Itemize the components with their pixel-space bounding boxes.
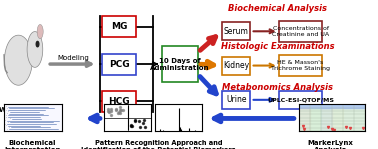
Text: Urine: Urine (226, 95, 246, 104)
Text: HCG: HCG (108, 97, 130, 106)
Text: Histologic Examinations: Histologic Examinations (221, 42, 335, 51)
FancyBboxPatch shape (102, 16, 136, 37)
Text: 10 Days of
Administration: 10 Days of Administration (150, 58, 209, 71)
Text: Biochemical Analysis: Biochemical Analysis (228, 4, 327, 13)
Text: Biochemical
Interpretation: Biochemical Interpretation (4, 140, 60, 149)
FancyBboxPatch shape (162, 46, 197, 82)
Text: Pattern Recognition Approach and
Identification of the Potential Biomarkers: Pattern Recognition Approach and Identif… (81, 140, 236, 149)
FancyBboxPatch shape (102, 54, 136, 74)
Text: Kidney: Kidney (223, 61, 249, 70)
FancyBboxPatch shape (279, 91, 322, 109)
Text: HE & Masson's
Trichrome Staining: HE & Masson's Trichrome Staining (271, 60, 330, 71)
FancyBboxPatch shape (279, 21, 322, 42)
FancyBboxPatch shape (279, 55, 322, 76)
FancyBboxPatch shape (222, 57, 250, 74)
Text: Concentrations of
Creatinine and UA: Concentrations of Creatinine and UA (272, 26, 329, 37)
Text: Serum: Serum (224, 27, 249, 36)
Text: MG: MG (111, 22, 127, 31)
Text: Wistar Rats: Wistar Rats (0, 107, 46, 112)
Text: Modeling: Modeling (58, 55, 90, 61)
FancyBboxPatch shape (222, 91, 250, 109)
FancyBboxPatch shape (222, 22, 250, 40)
Text: UPLC-ESI-QTOF/MS: UPLC-ESI-QTOF/MS (267, 97, 334, 102)
FancyBboxPatch shape (102, 91, 136, 112)
Text: MarkerLynx
Analysis: MarkerLynx Analysis (308, 140, 354, 149)
Text: PCG: PCG (109, 60, 129, 69)
Text: Metabonomics Analysis: Metabonomics Analysis (222, 83, 333, 92)
